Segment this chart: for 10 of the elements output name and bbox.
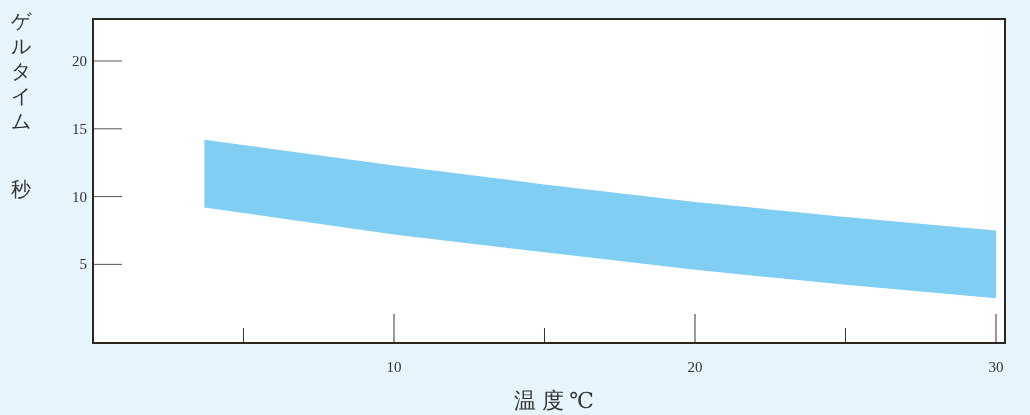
- x-tick-label: 10: [386, 359, 402, 375]
- y-tick-label: 5: [79, 256, 87, 273]
- y-tick-label: 10: [72, 188, 87, 205]
- y-tick-label: 20: [72, 53, 87, 70]
- x-tick-label: 30: [988, 359, 1004, 375]
- y-axis-title: ゲルタイム: [11, 10, 32, 132]
- y-tick-label: 15: [72, 120, 87, 137]
- x-tick-label: 20: [687, 359, 703, 375]
- x-axis-title: 温 度 ℃: [514, 388, 594, 413]
- text: 秒: [11, 178, 31, 200]
